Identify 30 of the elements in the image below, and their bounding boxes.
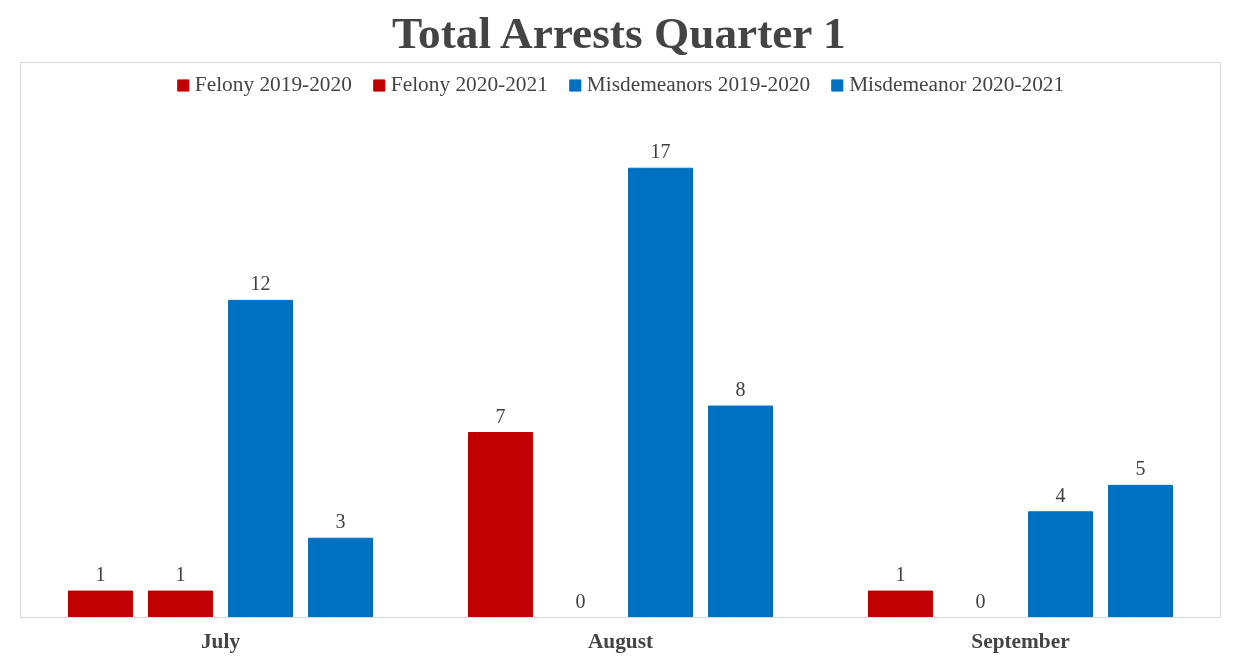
bar xyxy=(68,590,133,618)
data-label: 0 xyxy=(575,589,586,612)
legend-label: Misdemeanor 2020-2021 xyxy=(849,72,1065,97)
chart-title: Total Arrests Quarter 1 xyxy=(392,7,846,58)
data-label: 0 xyxy=(975,589,986,612)
bar xyxy=(868,590,933,618)
data-label: 1 xyxy=(95,563,106,586)
legend-label: Felony 2019-2020 xyxy=(194,72,352,97)
bar xyxy=(148,590,213,618)
data-label: 17 xyxy=(650,140,671,163)
legend-label: Felony 2020-2021 xyxy=(390,72,548,97)
x-tick-label: July xyxy=(200,628,241,653)
data-label: 4 xyxy=(1055,483,1066,506)
bar xyxy=(708,405,773,618)
data-label: 12 xyxy=(250,272,271,295)
bar xyxy=(1108,484,1173,618)
bar xyxy=(308,537,373,618)
data-label: 1 xyxy=(895,563,906,586)
data-label: 3 xyxy=(335,510,346,533)
data-label: 5 xyxy=(1135,457,1146,480)
bar xyxy=(628,167,693,618)
data-label: 1 xyxy=(175,563,186,586)
bar xyxy=(1028,511,1093,618)
data-label: 8 xyxy=(735,378,746,401)
data-label: 7 xyxy=(495,404,506,427)
bar xyxy=(228,299,293,618)
x-tick-label: August xyxy=(587,628,654,653)
bar xyxy=(468,432,533,618)
x-tick-label: September xyxy=(971,628,1071,653)
legend-label: Misdemeanors 2019-2020 xyxy=(586,72,811,97)
